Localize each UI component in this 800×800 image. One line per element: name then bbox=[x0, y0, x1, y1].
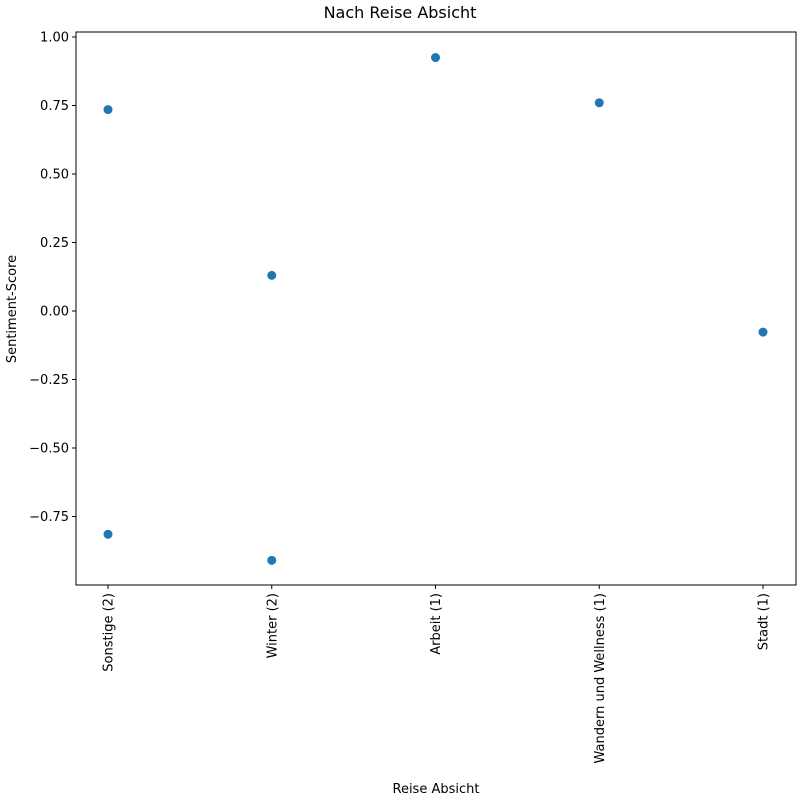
scatter-point bbox=[594, 98, 604, 108]
y-tick-label: 0.75 bbox=[40, 99, 69, 114]
y-tick-label: −0.50 bbox=[29, 442, 69, 457]
chart-title: Nach Reise Absicht bbox=[324, 3, 477, 22]
y-tick-label: 0.50 bbox=[40, 168, 69, 183]
y-tick-label: −0.25 bbox=[29, 373, 69, 388]
x-tick-label: Sonstige (2) bbox=[102, 593, 117, 672]
x-tick-label: Winter (2) bbox=[265, 593, 280, 658]
x-axis-title: Reise Absicht bbox=[393, 782, 480, 797]
x-tick-label: Arbeit (1) bbox=[429, 593, 444, 655]
y-axis-ticks: 1.00 0.75 0.50 0.25 0.00 −0.25 −0.50 −0.75 bbox=[29, 31, 76, 525]
scatter-point bbox=[267, 270, 277, 280]
y-axis-title: Sentiment-Score bbox=[5, 255, 20, 363]
x-tick-label: Stadt (1) bbox=[757, 593, 772, 650]
scatter-point bbox=[431, 53, 440, 63]
scatter-point bbox=[103, 529, 113, 539]
x-tick-label: Wandern und Wellness (1) bbox=[593, 593, 608, 763]
y-tick-label: −0.75 bbox=[29, 510, 69, 525]
x-axis-ticks: Sonstige (2) Winter (2) Arbeit (1) Wandern … bbox=[102, 585, 772, 763]
data-points bbox=[103, 53, 768, 565]
scatter-point bbox=[103, 105, 113, 115]
y-tick-label: 0.00 bbox=[40, 305, 69, 320]
scatter-point bbox=[758, 327, 768, 337]
scatter-point bbox=[267, 555, 277, 565]
plot-frame bbox=[75, 31, 797, 586]
y-tick-label: 1.00 bbox=[40, 31, 69, 46]
y-tick-label: 0.25 bbox=[40, 236, 69, 251]
